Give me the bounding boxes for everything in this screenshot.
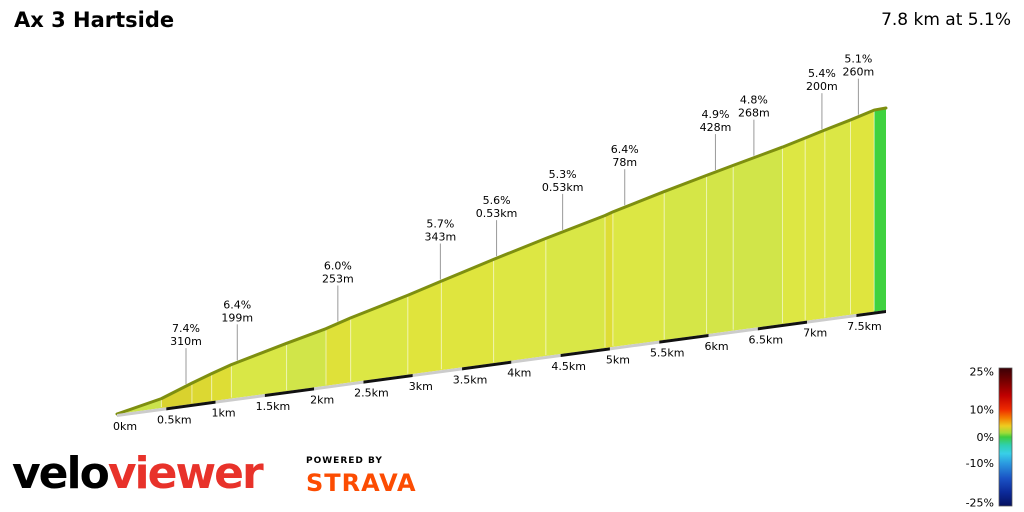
logo-viewer-text: viewer bbox=[107, 448, 264, 499]
profile-segment bbox=[664, 175, 707, 340]
profile-segment bbox=[161, 383, 192, 408]
x-axis-label: 5km bbox=[606, 353, 630, 366]
legend-tick-label: -25% bbox=[966, 497, 994, 510]
profile-segment bbox=[733, 147, 783, 331]
x-axis-label: 2km bbox=[310, 393, 334, 406]
profile-segment bbox=[874, 108, 886, 312]
profile-segment bbox=[612, 191, 665, 347]
profile-segment bbox=[441, 259, 494, 371]
segment-length-label: 78m bbox=[612, 156, 637, 169]
legend-tick-label: 25% bbox=[970, 365, 994, 378]
x-axis-label: 0km bbox=[113, 420, 137, 433]
segment-length-label: 0.53km bbox=[542, 181, 584, 194]
x-axis-label: 7km bbox=[803, 327, 827, 340]
segment-length-label: 0.53km bbox=[476, 207, 518, 220]
segment-length-label: 268m bbox=[738, 107, 770, 120]
profile-segment bbox=[407, 281, 442, 375]
profile-segment bbox=[805, 129, 825, 321]
profile-segment bbox=[350, 295, 408, 383]
segment-gradient-label: 5.1% bbox=[844, 53, 872, 66]
x-axis-label: 7.5km bbox=[847, 320, 882, 333]
profile-segment bbox=[545, 215, 606, 356]
legend-tick-label: 0% bbox=[977, 431, 994, 444]
strava-logo-text: STRAVA bbox=[306, 469, 417, 497]
x-axis-label: 4.5km bbox=[551, 360, 586, 373]
profile-segment bbox=[326, 317, 351, 386]
strava-attribution: POWERED BY STRAVA bbox=[306, 456, 417, 497]
segment-length-label: 343m bbox=[425, 231, 457, 244]
profile-segment bbox=[782, 137, 806, 324]
segment-gradient-label: 4.9% bbox=[701, 108, 729, 121]
profile-segment bbox=[211, 364, 232, 402]
powered-by-label: POWERED BY bbox=[306, 456, 383, 466]
x-axis-label: 1.5km bbox=[256, 400, 291, 413]
page-title: Ax 3 Hartside bbox=[14, 8, 175, 32]
segment-gradient-label: 6.0% bbox=[324, 259, 352, 272]
distance-bar-segment bbox=[462, 360, 512, 371]
profile-segment bbox=[706, 165, 734, 335]
profile-segment bbox=[231, 343, 287, 399]
distance-bar-segment bbox=[215, 394, 265, 404]
segment-gradient-label: 5.3% bbox=[549, 168, 577, 181]
segment-length-label: 310m bbox=[170, 335, 202, 348]
x-axis-label: 6km bbox=[704, 340, 728, 353]
distance-bar-segment bbox=[659, 334, 709, 344]
x-axis-label: 3km bbox=[409, 380, 433, 393]
profile-segment bbox=[605, 211, 613, 348]
distance-bar-segment bbox=[314, 380, 364, 391]
segment-gradient-label: 7.4% bbox=[172, 322, 200, 335]
x-axis-label: 3.5km bbox=[453, 373, 488, 386]
segment-length-label: 260m bbox=[843, 66, 875, 79]
distance-bar-segment bbox=[511, 354, 561, 364]
distance-bar-segment bbox=[166, 400, 216, 411]
legend-tick-label: 10% bbox=[970, 403, 994, 416]
distance-bar-segment bbox=[363, 374, 413, 384]
x-axis-label: 6.5km bbox=[749, 333, 784, 346]
veloviewer-logo: veloviewer bbox=[12, 452, 264, 496]
distance-bar-segment bbox=[757, 320, 808, 331]
x-axis-label: 5.5km bbox=[650, 347, 685, 360]
segment-length-label: 200m bbox=[806, 80, 838, 93]
profile-segment bbox=[493, 238, 546, 364]
x-axis-label: 2.5km bbox=[354, 387, 389, 400]
distance-bar-segment bbox=[708, 327, 758, 337]
segment-length-label: 199m bbox=[221, 311, 253, 324]
legend-tick-label: -10% bbox=[966, 457, 994, 470]
distance-bar-segment bbox=[856, 310, 886, 317]
segment-length-label: 253m bbox=[322, 272, 354, 285]
logo-velo-text: velo bbox=[12, 448, 110, 499]
segment-gradient-label: 4.8% bbox=[740, 94, 768, 107]
distance-bar-segment bbox=[609, 340, 660, 351]
segment-gradient-label: 5.4% bbox=[808, 67, 836, 80]
x-axis-label: 1km bbox=[212, 407, 236, 420]
profile-segment bbox=[824, 119, 851, 319]
distance-bar-segment bbox=[412, 367, 463, 377]
elevation-top-edge bbox=[115, 106, 888, 416]
profile-segment bbox=[850, 110, 875, 315]
segment-gradient-label: 5.6% bbox=[483, 194, 511, 207]
profile-segment bbox=[286, 328, 327, 392]
x-axis-label: 0.5km bbox=[157, 413, 192, 426]
distance-bar-segment bbox=[117, 407, 167, 417]
gradient-legend-bar bbox=[998, 367, 1013, 507]
segment-gradient-label: 6.4% bbox=[223, 298, 251, 311]
distance-bar-segment bbox=[560, 347, 610, 357]
segment-gradient-label: 6.4% bbox=[611, 143, 639, 156]
climb-summary: 7.8 km at 5.1% bbox=[881, 10, 1011, 30]
distance-bar-segment bbox=[807, 314, 857, 324]
distance-bar-segment bbox=[264, 387, 315, 397]
x-axis-label: 4km bbox=[507, 367, 531, 380]
segment-gradient-label: 5.7% bbox=[426, 218, 454, 231]
segment-length-label: 428m bbox=[700, 121, 732, 134]
